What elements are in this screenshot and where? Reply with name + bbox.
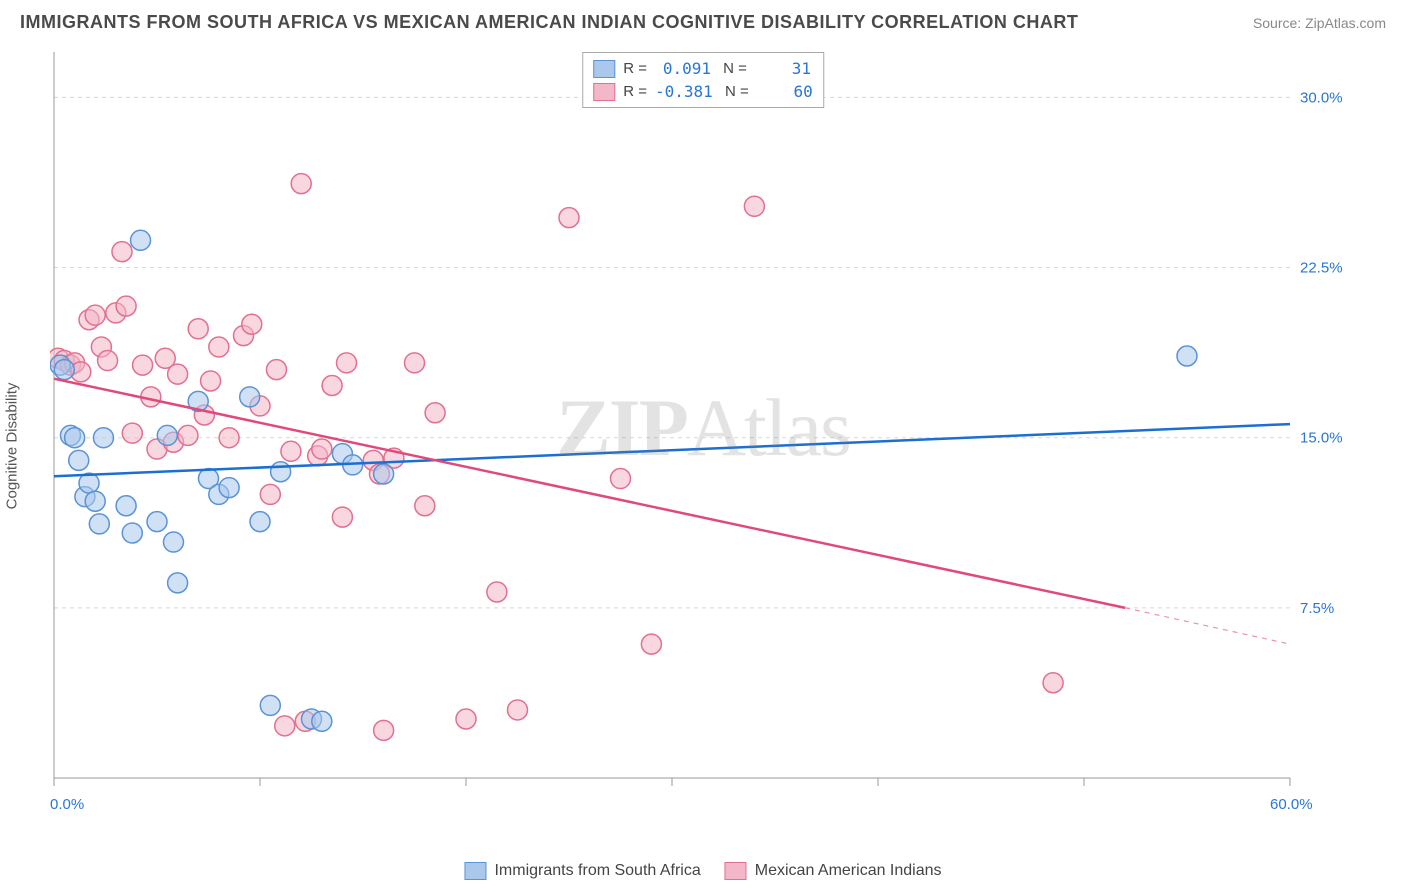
r-value-1: -0.381: [655, 82, 713, 101]
legend-row-series-1: R =-0.381 N =60: [593, 80, 813, 103]
x-tick-min: 0.0%: [50, 796, 84, 813]
y-axis-label: Cognitive Disability: [4, 383, 21, 510]
svg-text:22.5%: 22.5%: [1300, 260, 1343, 277]
series-legend: Immigrants from South Africa Mexican Ame…: [464, 862, 941, 880]
series-name-1: Mexican American Indians: [755, 862, 942, 880]
svg-text:7.5%: 7.5%: [1300, 600, 1334, 617]
series-name-0: Immigrants from South Africa: [494, 862, 700, 880]
legend-row-series-0: R =0.091 N =31: [593, 57, 813, 80]
swatch-series-1: [593, 83, 615, 101]
legend-item-1: Mexican American Indians: [725, 862, 942, 880]
correlation-legend: R =0.091 N =31 R =-0.381 N =60: [582, 52, 824, 108]
swatch-bottom-1: [725, 862, 747, 880]
swatch-bottom-0: [464, 862, 486, 880]
r-value-0: 0.091: [655, 59, 711, 78]
x-tick-max: 60.0%: [1270, 796, 1313, 813]
n-value-0: 31: [755, 59, 811, 78]
legend-item-0: Immigrants from South Africa: [464, 862, 700, 880]
chart-title: IMMIGRANTS FROM SOUTH AFRICA VS MEXICAN …: [20, 12, 1078, 33]
source-attribution: Source: ZipAtlas.com: [1253, 15, 1386, 31]
scatter-chart: 7.5% 15.0% 22.5% 30.0%: [50, 48, 1350, 838]
n-value-1: 60: [757, 82, 813, 101]
swatch-series-0: [593, 60, 615, 78]
svg-text:15.0%: 15.0%: [1300, 430, 1343, 447]
svg-text:30.0%: 30.0%: [1300, 89, 1343, 106]
